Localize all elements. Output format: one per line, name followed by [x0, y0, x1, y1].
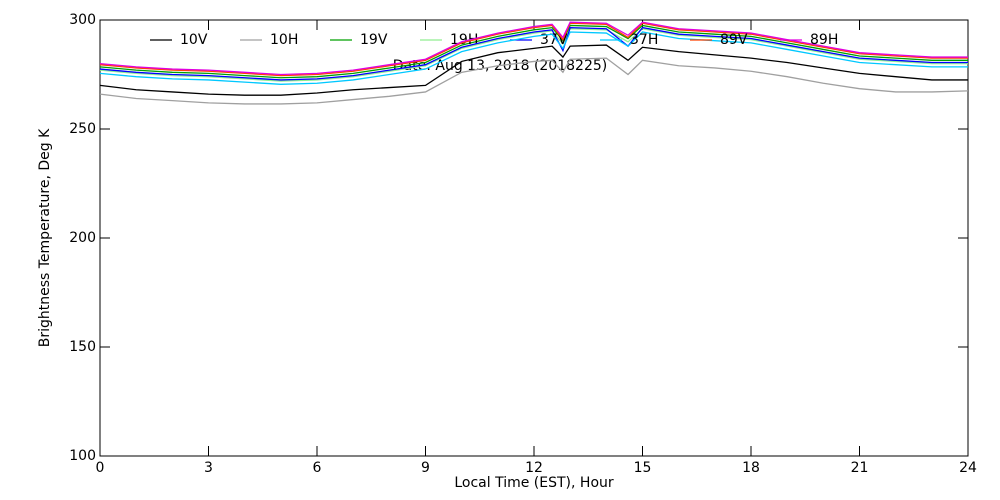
- y-axis-title: Brightness Temperature, Deg K: [37, 128, 53, 347]
- series-line: [99, 28, 968, 82]
- series-line: [99, 26, 968, 81]
- legend-label: 89H: [810, 32, 838, 48]
- x-tick-label: 6: [313, 460, 322, 476]
- y-tick-label: 150: [69, 339, 96, 355]
- x-tick-label: 12: [525, 460, 543, 476]
- legend-label: 10H: [270, 32, 298, 48]
- y-tick-label: 250: [69, 121, 96, 137]
- legend-label: 19V: [360, 32, 388, 48]
- series-line: [99, 44, 968, 96]
- legend-label: 37H: [630, 32, 658, 48]
- legend-label: 89V: [720, 32, 748, 48]
- y-tick-label: 300: [69, 12, 96, 28]
- series-line: [99, 22, 968, 77]
- x-tick-label: 18: [742, 460, 760, 476]
- x-tick-label: 21: [851, 460, 869, 476]
- x-tick-label: 9: [421, 460, 430, 476]
- x-tick-label: 3: [204, 460, 213, 476]
- series-line: [99, 24, 968, 79]
- series-line: [99, 21, 968, 76]
- x-tick-label: 15: [634, 460, 652, 476]
- legend-label: 10V: [180, 32, 208, 48]
- series-line: [99, 57, 969, 105]
- y-tick-label: 200: [69, 230, 96, 246]
- y-tick-label: 100: [69, 448, 96, 464]
- x-tick-label: 24: [959, 460, 977, 476]
- x-tick-label: 0: [96, 460, 105, 476]
- x-axis-title: Local Time (EST), Hour: [454, 475, 614, 491]
- series-line: [99, 31, 968, 85]
